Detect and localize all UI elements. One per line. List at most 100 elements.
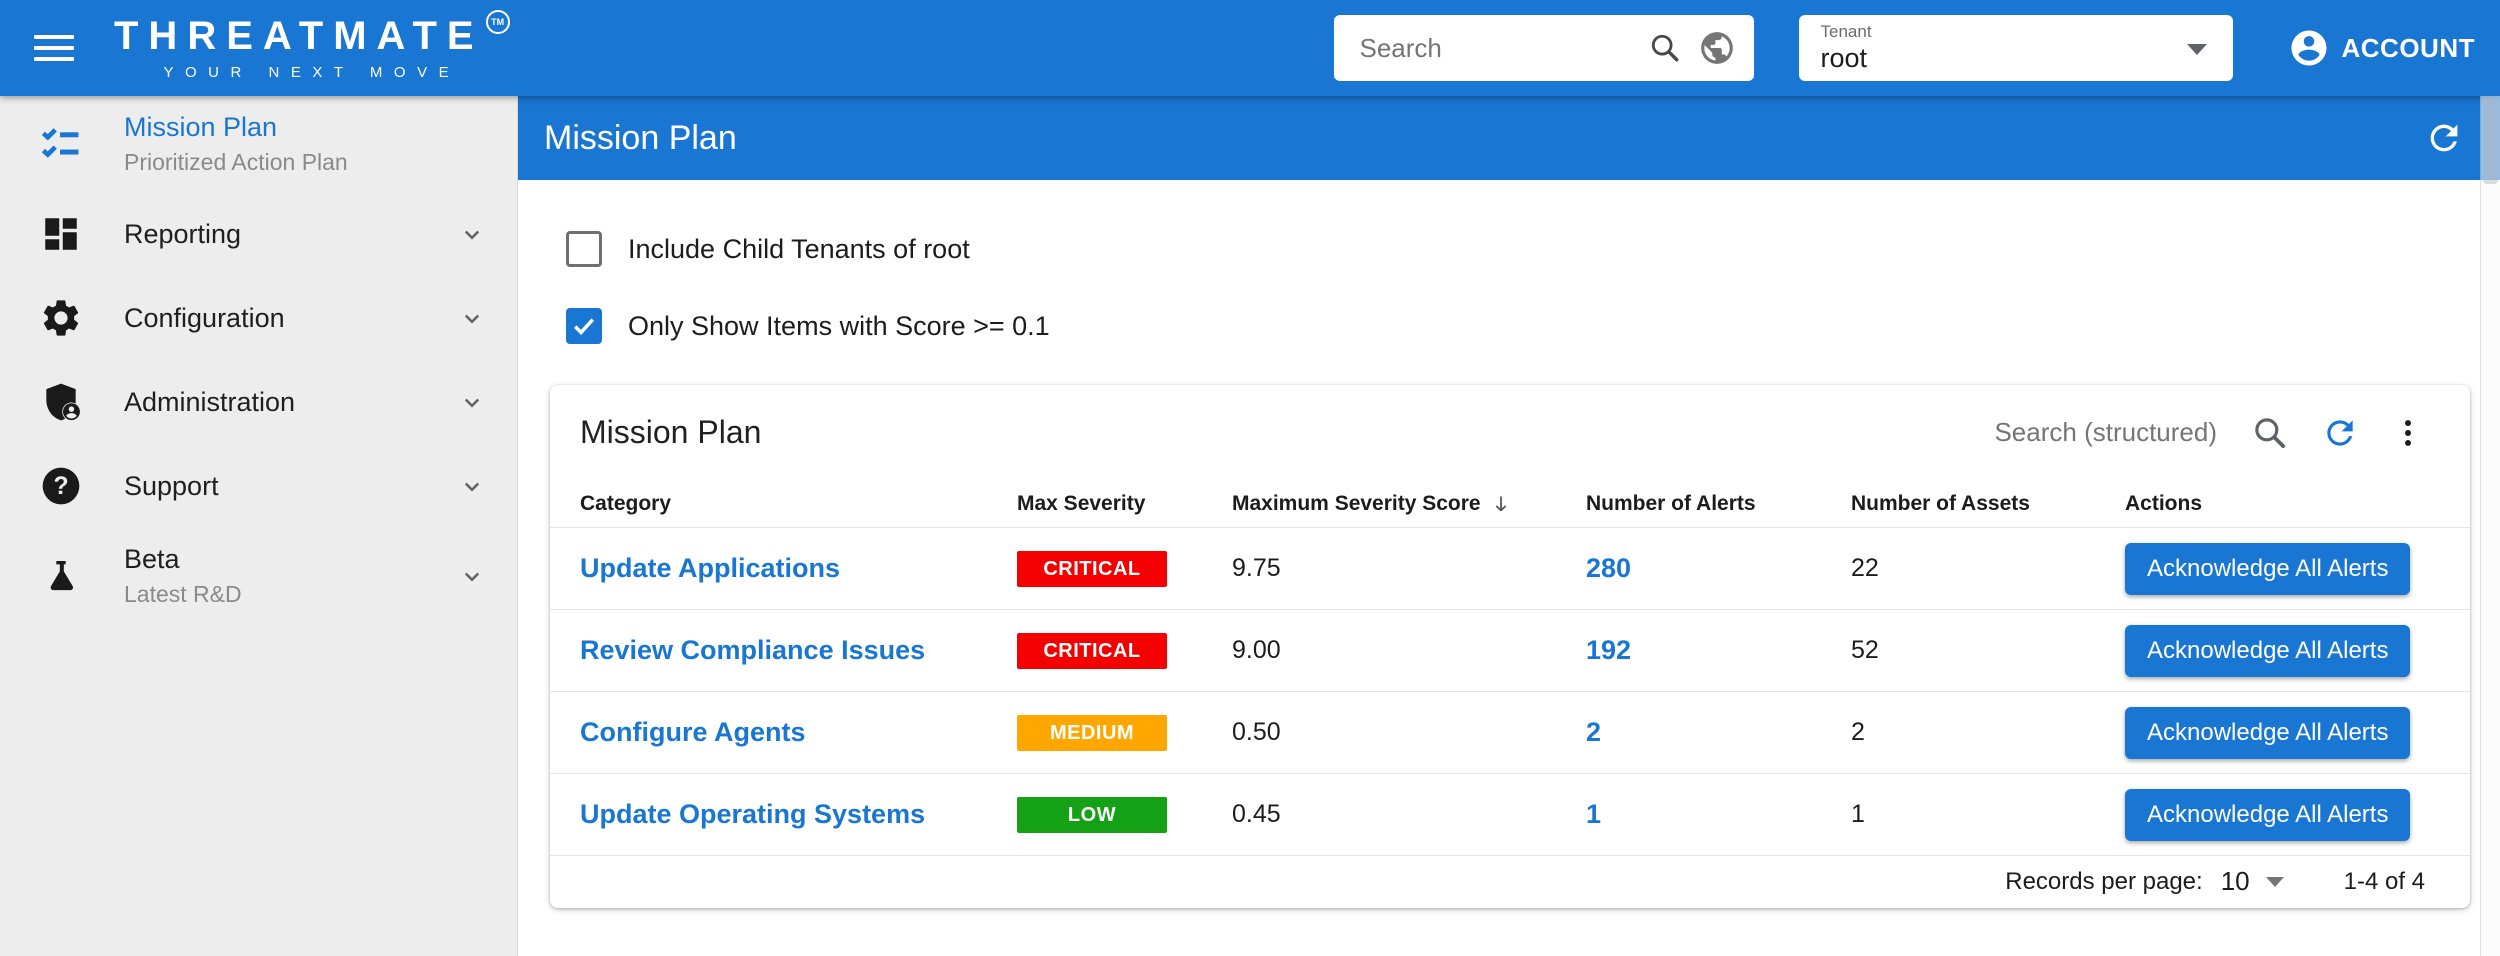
assets-count: 1	[1851, 800, 1865, 828]
alerts-count-link[interactable]: 192	[1586, 635, 1632, 665]
account-label: ACCOUNT	[2341, 32, 2475, 63]
checklist-icon	[36, 121, 86, 167]
sidebar-nav: Mission Plan Prioritized Action Plan Rep…	[0, 96, 518, 956]
sidebar-item-configuration[interactable]: Configuration	[0, 276, 517, 360]
severity-score: 9.75	[1232, 554, 1281, 582]
severity-badge: CRITICAL	[1017, 550, 1167, 587]
alerts-count-link[interactable]: 280	[1586, 553, 1632, 583]
top-app-bar: THREATMATE TM YOUR NEXT MOVE Tenant root…	[0, 0, 2500, 96]
sidebar-item-label: Administration	[124, 386, 296, 417]
severity-badge: CRITICAL	[1017, 632, 1167, 669]
chevron-down-icon	[457, 561, 487, 591]
table-row: Update Operating Systems LOW 0.45 1 1 Ac…	[550, 774, 2470, 856]
caret-down-icon	[2186, 44, 2207, 55]
logo-text: THREATMATE	[114, 13, 484, 58]
sidebar-item-label: Mission Plan	[124, 112, 278, 142]
acknowledge-all-alerts-button[interactable]: Acknowledge All Alerts	[2125, 706, 2411, 759]
column-header-category[interactable]: Category	[580, 491, 672, 515]
page-title: Mission Plan	[544, 118, 737, 157]
filter-label: Include Child Tenants of root	[628, 233, 970, 264]
search-icon[interactable]	[1648, 31, 1682, 65]
chevron-down-icon	[457, 303, 487, 333]
severity-score: 9.00	[1232, 636, 1281, 664]
assets-count: 52	[1851, 636, 1879, 664]
kebab-menu-icon[interactable]	[2391, 416, 2425, 450]
sidebar-item-sublabel: Latest R&D	[124, 581, 242, 607]
table-search-icon[interactable]	[2251, 414, 2289, 452]
acknowledge-all-alerts-button[interactable]: Acknowledge All Alerts	[2125, 788, 2411, 841]
assets-count: 2	[1851, 718, 1865, 746]
category-link[interactable]: Review Compliance Issues	[580, 635, 926, 665]
severity-score: 0.45	[1232, 800, 1281, 828]
sidebar-item-label: Reporting	[124, 218, 242, 249]
page-refresh-icon[interactable]	[2424, 118, 2464, 158]
caret-down-icon[interactable]	[2265, 876, 2284, 887]
checkbox-checked[interactable]	[566, 308, 602, 344]
category-link[interactable]: Update Operating Systems	[580, 799, 926, 829]
trademark-mark: TM	[485, 9, 510, 34]
structured-search-label: Search (structured)	[1994, 417, 2217, 447]
column-header-max-severity-score[interactable]: Maximum Severity Score	[1232, 492, 1586, 516]
gear-icon	[36, 296, 86, 340]
flask-icon	[36, 556, 86, 596]
account-menu[interactable]: ACCOUNT	[2288, 27, 2476, 69]
admin-shield-icon	[36, 380, 86, 424]
brand-logo: THREATMATE TM YOUR NEXT MOVE	[114, 9, 510, 81]
chevron-down-icon	[457, 219, 487, 249]
table-row: Configure Agents MEDIUM 0.50 2 2 Acknowl…	[550, 692, 2470, 774]
brand-tagline: YOUR NEXT MOVE	[163, 63, 461, 81]
chevron-down-icon	[457, 387, 487, 417]
sidebar-item-administration[interactable]: Administration	[0, 360, 517, 444]
vertical-scrollbar[interactable]	[2480, 96, 2500, 956]
scrollbar-thumb[interactable]	[2483, 98, 2498, 184]
sidebar-item-reporting[interactable]: Reporting	[0, 192, 517, 276]
pagination-range: 1-4 of 4	[2343, 867, 2425, 895]
category-link[interactable]: Update Applications	[580, 553, 841, 583]
category-link[interactable]: Configure Agents	[580, 717, 806, 747]
globe-icon[interactable]	[1698, 29, 1736, 67]
severity-badge: LOW	[1017, 796, 1167, 833]
records-per-page-value[interactable]: 10	[2220, 866, 2250, 896]
filter-score-threshold: Only Show Items with Score >= 0.1	[566, 308, 1050, 344]
main-content: Include Child Tenants of root Only Show …	[518, 180, 2500, 956]
column-header-number-of-assets[interactable]: Number of Assets	[1851, 491, 2030, 515]
filter-include-child-tenants: Include Child Tenants of root	[566, 231, 970, 267]
global-search-box	[1333, 15, 1754, 81]
table-row: Review Compliance Issues CRITICAL 9.00 1…	[550, 610, 2470, 692]
column-header-number-of-alerts[interactable]: Number of Alerts	[1586, 491, 1756, 515]
sidebar-item-beta[interactable]: Beta Latest R&D	[0, 528, 517, 624]
severity-badge: MEDIUM	[1017, 714, 1167, 751]
filter-label: Only Show Items with Score >= 0.1	[628, 310, 1050, 341]
acknowledge-all-alerts-button[interactable]: Acknowledge All Alerts	[2125, 542, 2411, 595]
chevron-down-icon	[457, 471, 487, 501]
sort-desc-icon	[1489, 492, 1513, 516]
sidebar-item-sublabel: Prioritized Action Plan	[124, 149, 348, 175]
mission-plan-card: Mission Plan Search (structured) Categor…	[550, 385, 2470, 908]
card-title: Mission Plan	[580, 414, 762, 450]
account-circle-icon	[2288, 27, 2330, 69]
sidebar-item-label: Configuration	[124, 302, 285, 333]
page-header: Mission Plan	[518, 96, 2500, 180]
search-input[interactable]	[1359, 32, 1632, 64]
assets-count: 22	[1851, 554, 1879, 582]
menu-hamburger-icon[interactable]	[34, 28, 74, 68]
alerts-count-link[interactable]: 2	[1586, 717, 1602, 747]
dashboard-icon	[36, 213, 86, 255]
checkbox-unchecked[interactable]	[566, 231, 602, 267]
column-header-max-severity[interactable]: Max Severity	[1017, 491, 1146, 515]
alerts-count-link[interactable]: 1	[1586, 799, 1602, 829]
acknowledge-all-alerts-button[interactable]: Acknowledge All Alerts	[2125, 624, 2411, 677]
column-header-actions: Actions	[2125, 491, 2203, 515]
table-refresh-icon[interactable]	[2321, 414, 2359, 452]
svg-text:?: ?	[53, 473, 68, 500]
table-pagination: Records per page: 10 1-4 of 4	[550, 856, 2470, 907]
tenant-select-label: Tenant	[1820, 22, 1872, 41]
table-header-row: Category Max Severity Maximum Severity S…	[550, 480, 2470, 528]
card-header: Mission Plan Search (structured)	[550, 385, 2470, 480]
tenant-select[interactable]: Tenant root	[1798, 15, 2233, 81]
sidebar-item-support[interactable]: ? Support	[0, 444, 517, 528]
records-per-page-label: Records per page:	[2005, 867, 2203, 895]
sidebar-item-mission-plan[interactable]: Mission Plan Prioritized Action Plan	[0, 96, 517, 192]
sidebar-item-label: Support	[124, 470, 219, 501]
